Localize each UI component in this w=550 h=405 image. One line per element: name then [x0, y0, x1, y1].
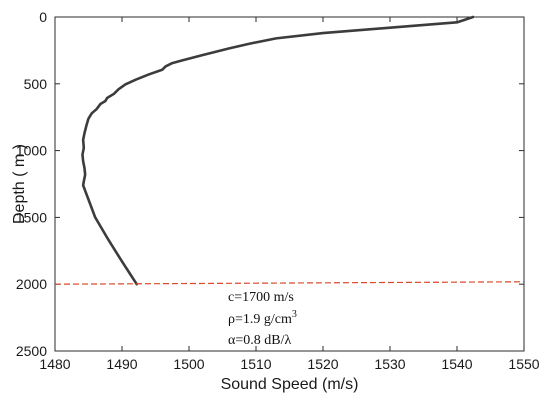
annotation-density-exponent: 3 [292, 309, 297, 320]
x-tick-label-1: 1490 [106, 356, 137, 372]
y-tick-label-0: 0 [39, 9, 47, 25]
y-tick-label-5: 2500 [16, 343, 47, 359]
annotation-speed: c=1700 m/s [228, 290, 294, 305]
y-axis-title: Depth ( m ) [11, 144, 28, 224]
x-axis-title: Sound Speed (m/s) [221, 376, 359, 393]
y-tick-label-1: 500 [24, 76, 48, 92]
seabed-interface-line [54, 281, 525, 285]
annotation-attenuation: α=0.8 dB/λ [228, 333, 291, 348]
x-tick-label-4: 1520 [307, 356, 338, 372]
annotation-density-text: ρ=1.9 g/cm [228, 312, 292, 327]
annotation-density: ρ=1.9 g/cm3 [228, 309, 297, 327]
sound-speed-profile-line [81, 15, 475, 286]
y-tick-label-4: 2000 [16, 276, 47, 292]
y-tick-label-3: 1500 [16, 209, 47, 225]
x-tick-label-3: 1510 [240, 356, 271, 372]
x-tick-label-6: 1540 [441, 356, 472, 372]
plot-area [54, 16, 525, 352]
x-tick-label-5: 1530 [374, 356, 405, 372]
x-tick-label-0: 1480 [39, 356, 70, 372]
series-group [54, 15, 525, 286]
y-tick-label-2: 1000 [16, 143, 47, 159]
x-tick-label-2: 1500 [173, 356, 204, 372]
x-tick-label-7: 1550 [508, 356, 539, 372]
tick-labels: 1480 1490 1500 1510 1520 1530 1540 1550 0 500 1000… [16, 9, 540, 372]
